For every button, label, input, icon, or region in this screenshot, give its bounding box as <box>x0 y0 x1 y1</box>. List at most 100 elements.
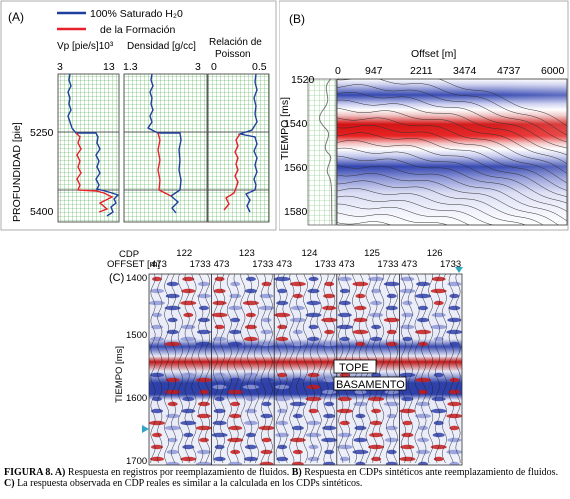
basamento-label-box <box>333 376 407 391</box>
wiggle-trace <box>337 155 567 212</box>
amplitude-blob <box>368 276 385 282</box>
cdp-number: 123 <box>239 248 255 259</box>
amplitude-blob <box>307 372 320 378</box>
panel-a-label: (A) <box>8 10 24 24</box>
amplitude-blob <box>165 377 180 383</box>
amplitude-blob <box>214 276 225 282</box>
amplitude-blob <box>321 317 338 323</box>
panel-a-ylabel: PROFUNDIDAD [pie] <box>11 122 23 222</box>
amplitude-blob <box>289 437 306 443</box>
wiggle-trace <box>150 274 156 464</box>
amplitude-blob <box>212 384 227 390</box>
amplitude-blob <box>371 324 382 330</box>
offset-max-label: 1733 <box>440 259 461 270</box>
panel-c-label: (C) <box>109 272 124 284</box>
amplitude-blob <box>212 420 227 426</box>
amplitude-blob <box>337 432 352 438</box>
amplitude-blob <box>180 300 197 306</box>
wiggle-trace <box>400 274 406 464</box>
amplitude-blob <box>166 449 179 455</box>
amplitude-blob <box>446 329 462 335</box>
amplitude-blob <box>321 437 338 443</box>
wiggle-trace <box>337 107 567 165</box>
amplitude-blob <box>385 305 398 311</box>
amplitude-blob <box>227 437 244 443</box>
amplitude-blob <box>292 329 303 335</box>
amplitude-blob <box>400 324 415 330</box>
amplitude-blob <box>198 437 209 443</box>
amplitude-blob <box>229 329 242 335</box>
cdp-label: CDP <box>119 249 139 260</box>
wiggle-trace <box>337 180 544 225</box>
time-tick-1600: 1600 <box>126 393 147 404</box>
amplitude-blob <box>337 312 352 318</box>
amplitude-blob <box>195 341 212 347</box>
amplitude-blob <box>150 336 164 342</box>
amplitude-blob <box>430 408 447 414</box>
poisson-max: 0.5 <box>252 61 267 73</box>
wiggle-trace <box>337 195 495 225</box>
amplitude-blob <box>149 300 165 306</box>
track-density <box>123 73 208 223</box>
wiggle-trace <box>323 274 329 464</box>
amplitude-blob <box>430 324 447 330</box>
amplitude-blob <box>433 372 444 378</box>
wiggle-trace <box>337 147 567 204</box>
wiggle-trace <box>337 140 567 197</box>
amplitude-blob <box>181 288 196 294</box>
wiggle-trace <box>407 274 413 464</box>
amplitude-blob <box>277 288 288 294</box>
amplitude-blob <box>354 305 367 311</box>
amplitude-blob <box>371 288 382 294</box>
amplitude-blob <box>261 317 272 323</box>
amplitude-blob <box>195 461 212 465</box>
amplitude-blob <box>415 413 432 419</box>
amplitude-blob <box>197 317 210 323</box>
amplitude-blob <box>448 305 461 311</box>
amplitude-blob <box>277 372 288 378</box>
amplitude-blob <box>402 420 413 426</box>
amplitude-blob <box>322 389 337 395</box>
amplitude-blob <box>336 444 353 450</box>
offset-max-label: 1733 <box>190 259 211 270</box>
amplitude-blob <box>228 341 243 347</box>
amplitude-blob <box>277 408 288 414</box>
offset-min-label: 473 <box>214 259 230 270</box>
poisson-min: 0 <box>211 61 217 73</box>
amplitude-blob <box>245 432 256 438</box>
amplitude-blob <box>433 456 444 462</box>
amplitude-blob <box>339 288 350 294</box>
offset-tick-3474: 3474 <box>453 65 477 77</box>
amplitude-blob <box>151 324 163 330</box>
amplitude-blob <box>165 461 180 465</box>
time-tick-1540: 1540 <box>284 118 308 130</box>
amplitude-blob <box>416 401 431 407</box>
legend-label-saturated: 100% Saturado H₂0 <box>90 8 183 20</box>
amplitude-blob <box>401 396 414 402</box>
amplitude-blob <box>212 336 227 342</box>
time-tick-1520: 1520 <box>291 74 315 86</box>
amplitude-blob <box>415 377 432 383</box>
panel-c-ylabel: TIEMPO [ms] <box>114 346 125 403</box>
amplitude-blob <box>322 425 337 431</box>
amplitude-blob <box>369 432 384 438</box>
cdp-number: 122 <box>176 248 192 259</box>
amplitude-blob <box>386 293 397 299</box>
amplitude-blob <box>292 449 303 455</box>
amplitude-blob <box>336 408 353 414</box>
amplitude-blob <box>289 281 306 287</box>
amplitude-blob <box>449 425 460 431</box>
amplitude-blob <box>339 420 350 426</box>
wiggle-trace <box>226 274 232 464</box>
amplitude-blob <box>292 413 303 419</box>
offset-max-label: 1733 <box>315 259 336 270</box>
amplitude-blob <box>165 413 180 419</box>
amplitude-blob <box>260 413 273 419</box>
amplitude-blob <box>308 324 319 330</box>
amplitude-blob <box>430 288 447 294</box>
wiggle-trace <box>337 212 449 225</box>
panel-a-well-logs: (A) 100% Saturado H₂0 de la Formación Vp… <box>0 0 277 231</box>
density-curve-formation <box>157 132 172 197</box>
amplitude-blob <box>385 425 398 431</box>
